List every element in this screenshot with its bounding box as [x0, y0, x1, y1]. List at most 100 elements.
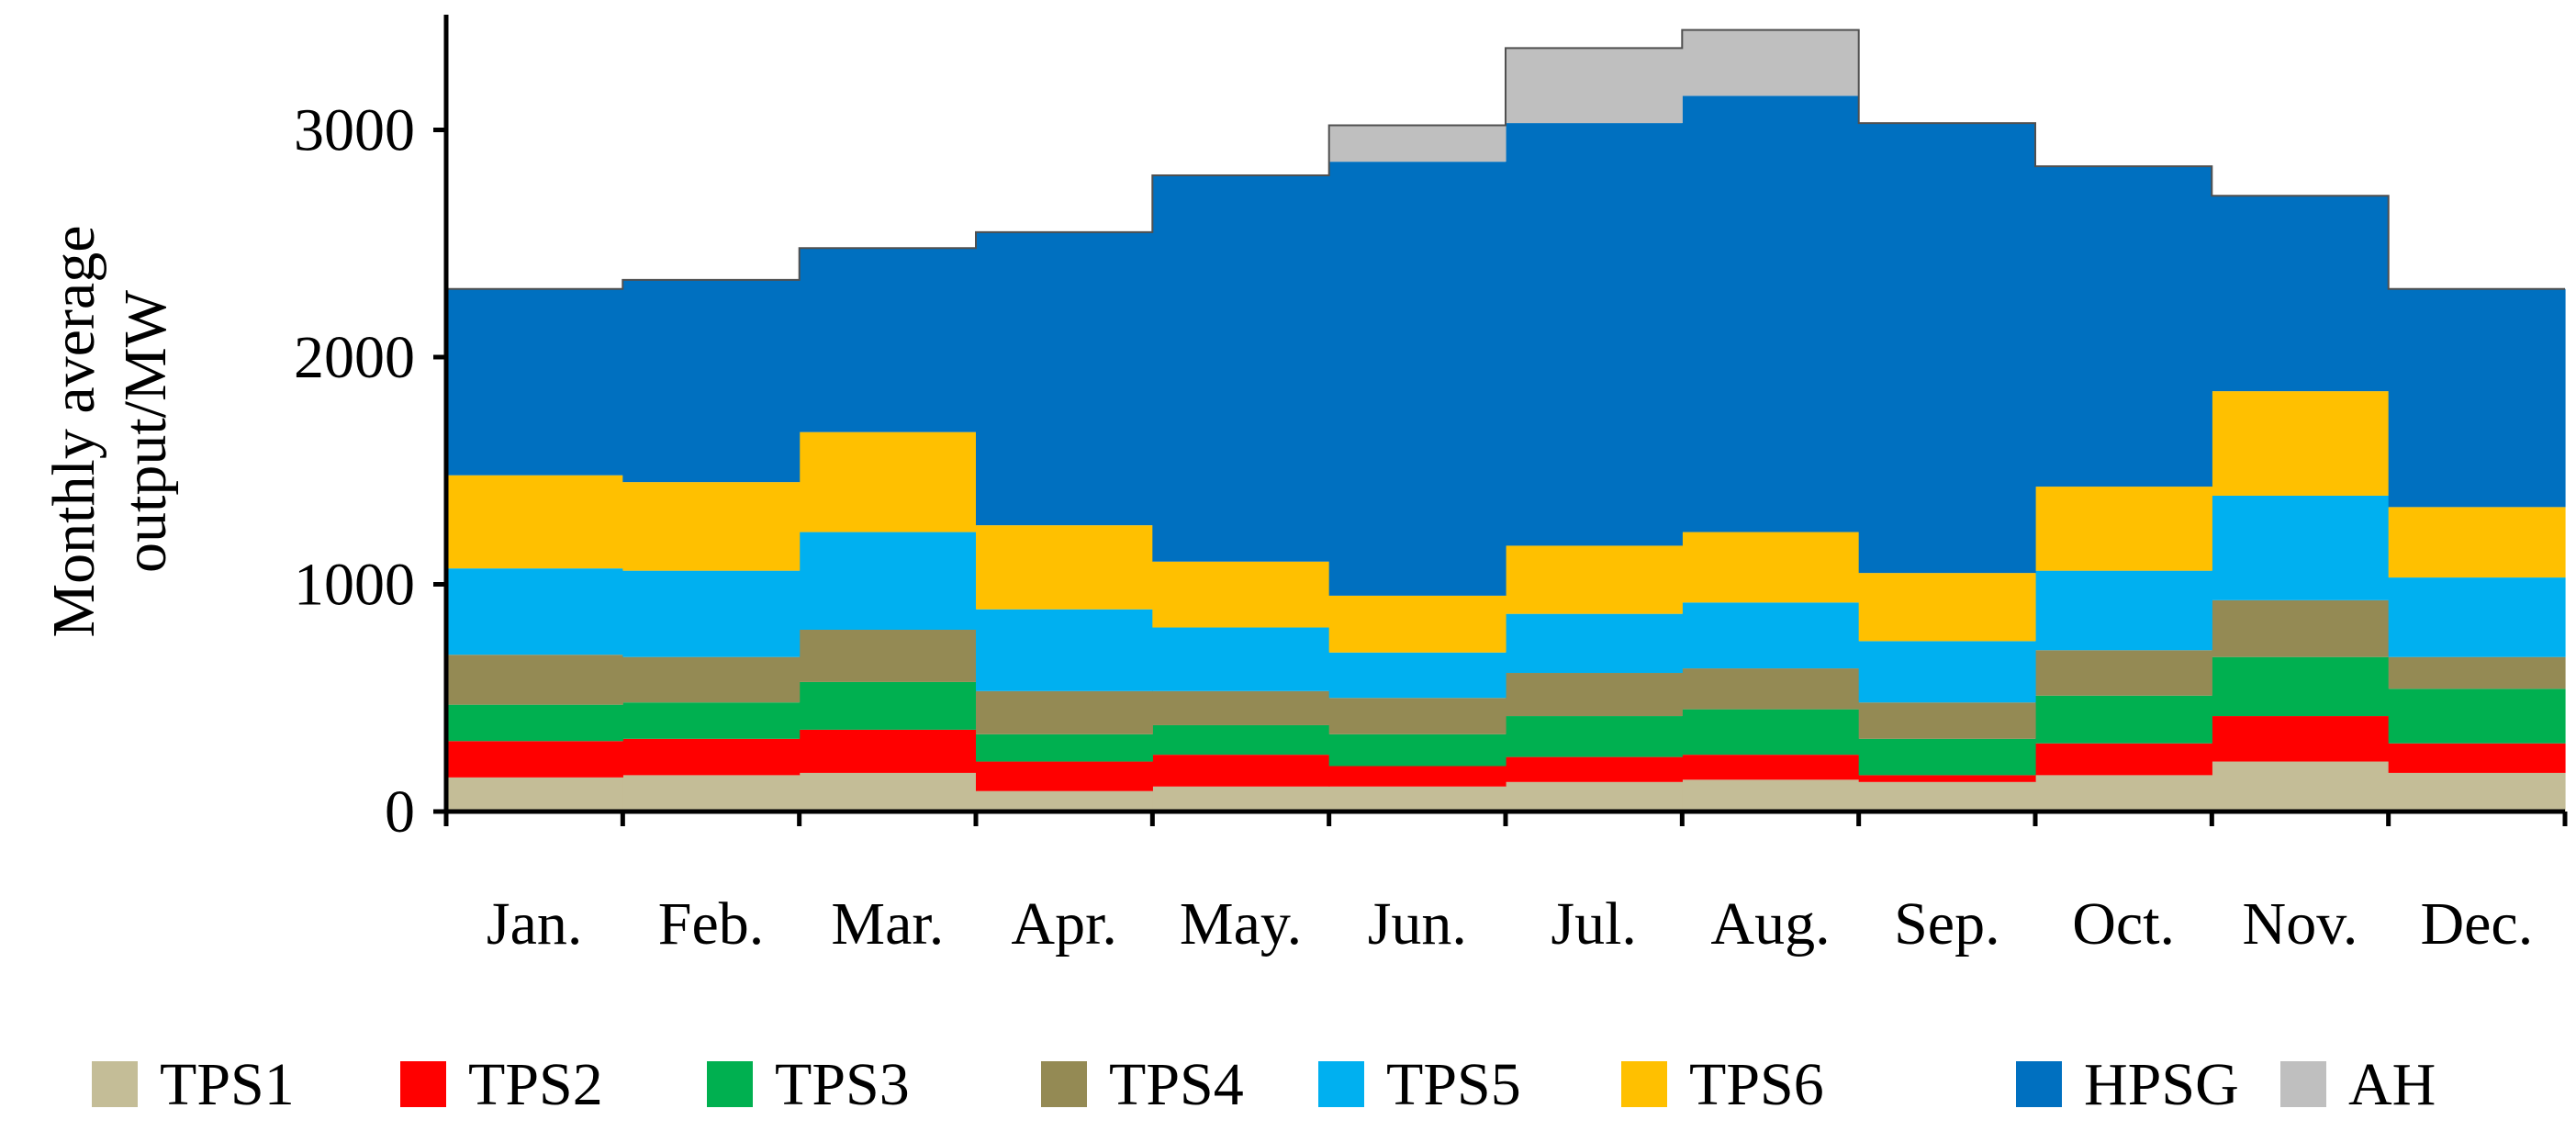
bar-segment-tps3-12	[2388, 689, 2566, 744]
x-tick-label: Jun.	[1368, 890, 1467, 957]
legend-swatch-tps2	[400, 1061, 446, 1107]
x-tick-label: Feb.	[658, 890, 765, 957]
bar-segment-hpsg-7	[1506, 123, 1683, 546]
bar-segment-tps3-11	[2212, 656, 2390, 717]
series-tps6	[446, 391, 2566, 653]
bar-segment-tps6-5	[1152, 561, 1330, 628]
bar-segment-tps3-9	[1858, 738, 2036, 776]
bar-segment-tps5-12	[2388, 577, 2566, 657]
legend-swatch-tps5	[1318, 1061, 1364, 1107]
bar-segment-tps1-2	[622, 775, 801, 812]
bar-segment-tps6-4	[976, 525, 1153, 610]
total-outline	[446, 28, 2565, 290]
bar-segment-tps1-12	[2388, 772, 2566, 812]
bar-segment-tps2-7	[1506, 756, 1683, 782]
bar-segment-tps2-2	[622, 738, 801, 776]
x-tick-label: Jan.	[487, 890, 582, 957]
bar-segment-tps5-9	[1858, 641, 2036, 703]
bar-segment-tps5-6	[1328, 652, 1506, 699]
bar-segment-tps5-1	[446, 568, 623, 655]
y-axis-title-line: output/MW	[112, 289, 179, 573]
bar-segment-tps3-8	[1682, 709, 1860, 756]
bar-segment-tps4-5	[1152, 690, 1330, 725]
bar-segment-tps6-7	[1506, 545, 1683, 614]
series-tps3	[446, 656, 2566, 776]
bar-segment-hpsg-9	[1858, 123, 2036, 574]
series-tps1	[446, 761, 2566, 812]
bar-segment-tps5-4	[976, 609, 1153, 691]
y-axis: 0 1000 2000 3000	[294, 15, 449, 845]
x-axis: Jan. Feb. Mar. Apr. May. Jun. Jul. Aug. Sep. Oct.…	[443, 809, 2568, 957]
legend-swatch-tps1	[92, 1061, 138, 1107]
plot-area	[446, 28, 2566, 812]
series-tps5	[446, 495, 2566, 703]
bar-segment-hpsg-5	[1152, 175, 1330, 562]
bar-segment-tps4-2	[622, 656, 801, 703]
bar-segment-tps6-8	[1682, 532, 1860, 603]
x-tick-label: Dec.	[2420, 890, 2533, 957]
bar-segment-tps2-12	[2388, 743, 2566, 773]
x-tick-label: May.	[1180, 890, 1302, 957]
bar-segment-tps1-9	[1858, 781, 2036, 812]
series-tps2	[446, 716, 2566, 791]
bar-segment-tps1-8	[1682, 779, 1860, 812]
bar-segment-hpsg-1	[446, 288, 623, 476]
bar-segment-tps5-10	[2035, 570, 2212, 651]
legend: TPS1 TPS2 TPS3 TPS4 TPS5 TPS6 HPSG AH	[92, 1051, 2436, 1118]
legend-label-tps6: TPS6	[1689, 1051, 1824, 1118]
bar-segment-tps1-1	[446, 777, 623, 812]
bar-segment-hpsg-8	[1682, 95, 1860, 532]
bar-segment-tps4-7	[1506, 673, 1683, 717]
bar-segment-tps4-1	[446, 655, 623, 705]
bar-segment-tps1-4	[976, 790, 1153, 812]
legend-label-tps5: TPS5	[1386, 1051, 1521, 1118]
y-tick-label: 3000	[294, 97, 415, 164]
bar-segment-hpsg-11	[2212, 196, 2390, 392]
bar-segment-tps6-1	[446, 475, 623, 569]
bar-segment-tps6-6	[1328, 595, 1506, 653]
bar-segment-tps6-2	[622, 482, 801, 571]
x-tick-label: Nov.	[2243, 890, 2358, 957]
bar-segment-tps4-11	[2212, 599, 2390, 657]
y-axis-title: Monthly averageoutput/MW	[40, 225, 179, 637]
bar-segment-tps3-3	[799, 681, 977, 730]
x-tick-label: Sep.	[1894, 890, 2000, 957]
bar-segment-tps1-3	[799, 772, 977, 812]
legend-label-ah: AH	[2348, 1051, 2436, 1118]
bar-segment-tps4-8	[1682, 668, 1860, 710]
series-tps4	[446, 599, 2566, 739]
x-tick-label: Jul.	[1551, 890, 1637, 957]
bar-segment-tps1-11	[2212, 761, 2390, 812]
bar-segment-hpsg-4	[976, 231, 1153, 526]
bar-segment-tps6-10	[2035, 487, 2212, 571]
y-tick-label: 0	[385, 778, 415, 845]
x-tick-label: Apr.	[1011, 890, 1117, 957]
x-tick-label: Mar.	[831, 890, 944, 957]
bar-segment-tps2-11	[2212, 716, 2390, 762]
bar-segment-tps3-7	[1506, 716, 1683, 757]
legend-swatch-hpsg	[2016, 1061, 2062, 1107]
bar-segment-tps1-7	[1506, 781, 1683, 812]
legend-label-tps1: TPS1	[160, 1051, 295, 1118]
bar-segment-hpsg-12	[2388, 288, 2566, 508]
legend-swatch-ah	[2280, 1061, 2326, 1107]
bar-segment-tps3-4	[976, 733, 1153, 762]
bar-segment-tps5-5	[1152, 627, 1330, 691]
bar-segment-tps5-8	[1682, 602, 1860, 669]
bar-segment-ah-7	[1506, 48, 1683, 124]
bar-segment-tps2-1	[446, 741, 623, 778]
x-tick-label: Oct.	[2072, 890, 2175, 957]
bar-segment-hpsg-2	[622, 279, 801, 483]
bar-segment-tps6-11	[2212, 391, 2390, 496]
bar-segment-tps1-6	[1328, 786, 1506, 812]
bar-segment-tps2-10	[2035, 743, 2212, 776]
bar-segment-tps5-7	[1506, 613, 1683, 674]
y-tick-label: 1000	[294, 552, 415, 619]
bar-segment-tps3-6	[1328, 733, 1506, 767]
bar-segment-tps4-10	[2035, 650, 2212, 696]
bar-segment-tps4-3	[799, 630, 977, 682]
legend-label-tps3: TPS3	[775, 1051, 910, 1118]
bar-segment-tps1-10	[2035, 775, 2212, 812]
legend-label-tps4: TPS4	[1109, 1051, 1244, 1118]
